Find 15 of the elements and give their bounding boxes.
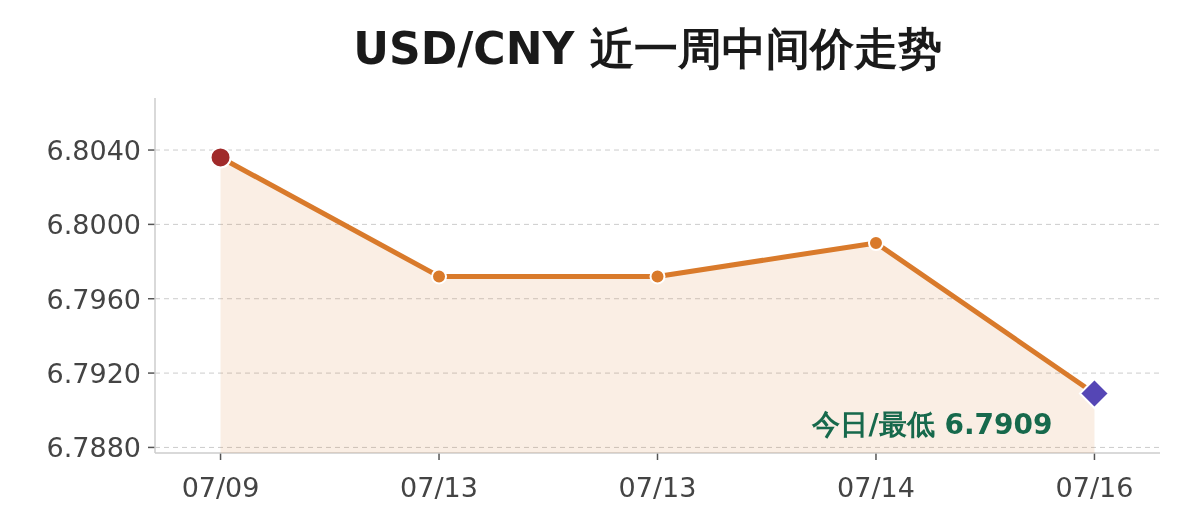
x-tick-label: 07/14 bbox=[837, 472, 915, 503]
annotation: 今日/最低 6.7909 bbox=[811, 407, 1053, 441]
y-tick-label: 6.8000 bbox=[46, 209, 141, 241]
point bbox=[649, 268, 666, 285]
y-tick-label: 6.7920 bbox=[46, 358, 141, 390]
y-tick-label: 6.7960 bbox=[46, 283, 141, 315]
y-tick-label: 6.8040 bbox=[46, 135, 141, 167]
x-tick-label: 07/13 bbox=[618, 472, 697, 503]
x-tick-label: 07/16 bbox=[1055, 472, 1134, 503]
point bbox=[1078, 378, 1110, 410]
x-tick-label: 07/09 bbox=[181, 472, 260, 503]
chart-title: USD/CNY 近一周中间价走势 bbox=[353, 23, 942, 74]
y-tick-label: 6.7880 bbox=[46, 432, 141, 464]
point bbox=[431, 268, 448, 285]
x-tick-label: 07/13 bbox=[400, 472, 478, 503]
